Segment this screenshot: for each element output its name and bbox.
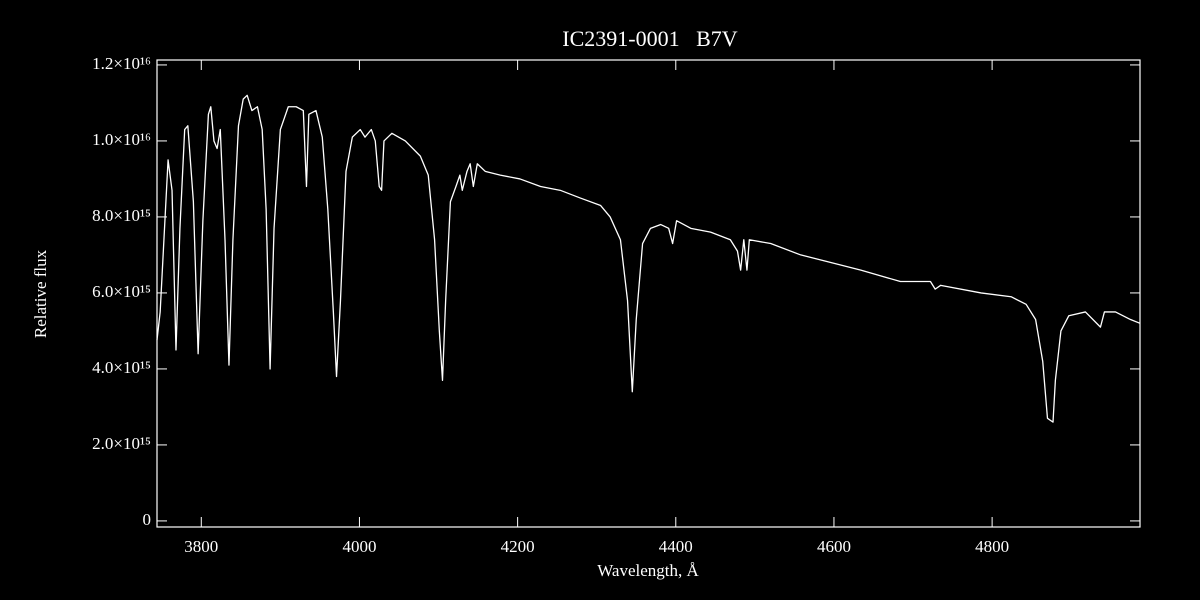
x-tick-label: 4200: [501, 537, 535, 556]
x-axis-label: Wavelength, Å: [597, 561, 699, 580]
y-tick-label: 1.2×10¹⁶: [92, 54, 151, 73]
x-tick-label: 4400: [659, 537, 693, 556]
y-tick-label: 8.0×10¹⁵: [92, 206, 151, 225]
chart-title: IC2391-0001 B7V: [562, 26, 738, 51]
y-tick-label: 2.0×10¹⁵: [92, 434, 151, 453]
y-axis-label: Relative flux: [31, 249, 50, 338]
y-tick-label: 6.0×10¹⁵: [92, 282, 151, 301]
y-tick-label: 0: [143, 510, 152, 529]
x-tick-label: 4000: [342, 537, 376, 556]
x-tick-label: 4600: [817, 537, 851, 556]
y-tick-label: 1.0×10¹⁶: [92, 130, 151, 149]
x-tick-label: 3800: [184, 537, 218, 556]
y-tick-label: 4.0×10¹⁵: [92, 358, 151, 377]
x-tick-label: 4800: [975, 537, 1009, 556]
plot-frame: [156, 59, 1141, 528]
spectrum-line: [156, 94, 1141, 423]
